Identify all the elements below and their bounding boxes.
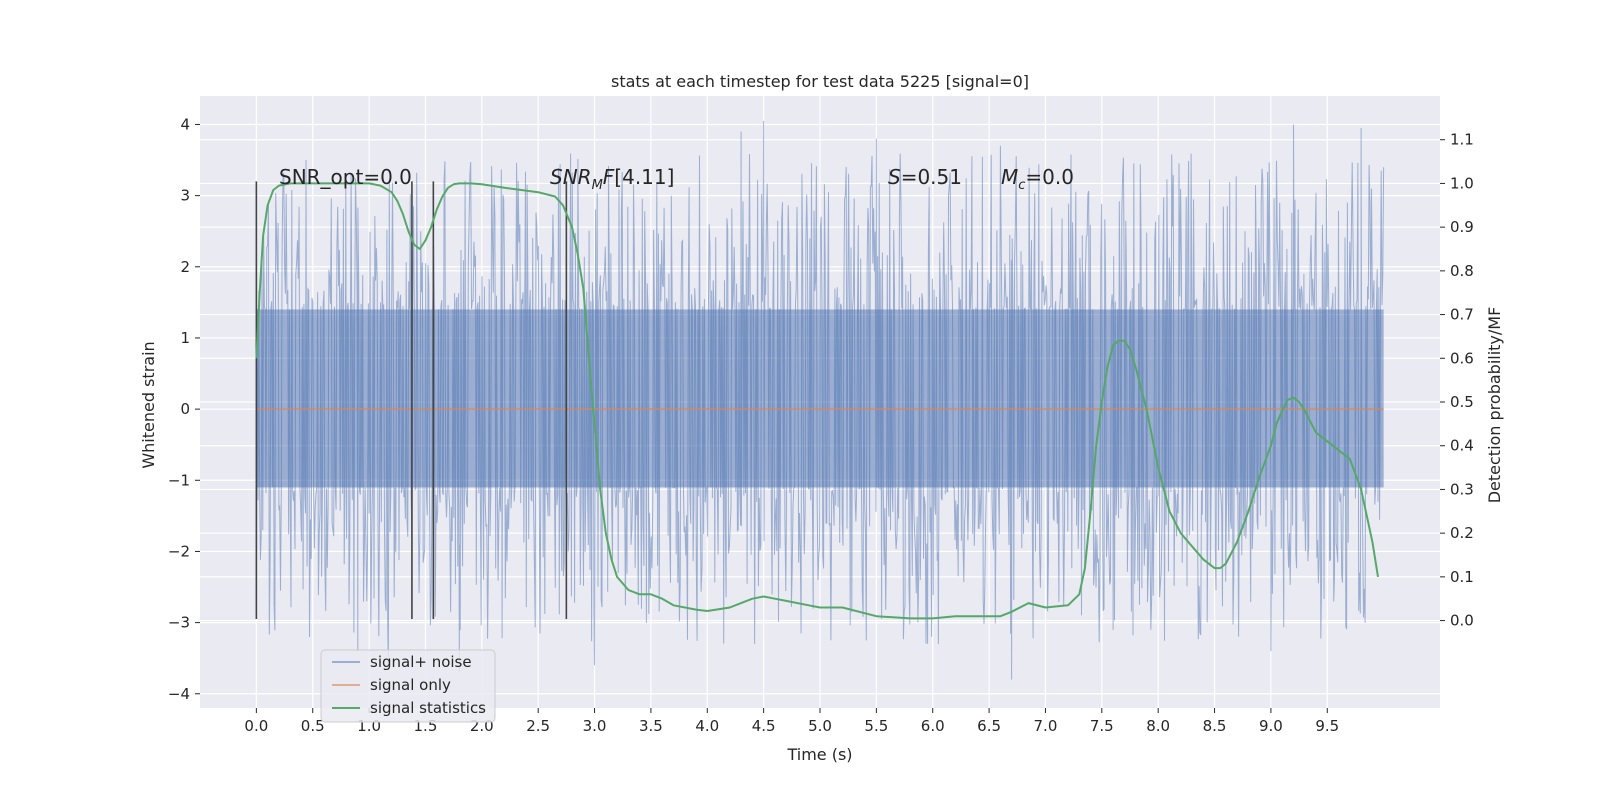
x-tick-label: 2.5 [526, 717, 550, 735]
x-tick-label: 3.5 [639, 717, 663, 735]
legend: signal+ noise signal only signal statist… [320, 649, 496, 723]
y2-tick-label: 0.1 [1450, 568, 1474, 586]
signal-noise-series [255, 120, 1385, 680]
x-tick-label: 3.0 [583, 717, 607, 735]
annotation-s: S=0.51 [888, 165, 962, 189]
y-tick-label: 2 [180, 258, 190, 276]
x-tick-label: 4.0 [695, 717, 719, 735]
y2-axis-label: Detection probability/MF [1485, 307, 1504, 504]
x-axis-label: Time (s) [786, 745, 852, 764]
annotation-mc-value: =0.0 [1025, 165, 1074, 189]
legend-box [320, 649, 496, 723]
annotation-snr-mf: SNRMF[4.11] [550, 165, 674, 193]
x-tick-label: 5.5 [864, 717, 888, 735]
annotation-s-value: =0.51 [901, 165, 962, 189]
y2-tick-label: 0.8 [1450, 262, 1474, 280]
y2-tick-label: 0.0 [1450, 612, 1474, 630]
legend-label-signal-only: signal only [370, 676, 451, 694]
chart-title: stats at each timestep for test data 522… [611, 72, 1029, 91]
y-tick-label: 3 [180, 187, 190, 205]
annotation-snr-opt: SNR_opt=0.0 [279, 165, 412, 189]
x-tick-label: 6.5 [977, 717, 1001, 735]
y-tick-label: 4 [180, 115, 190, 133]
x-tick-label: 8.5 [1203, 717, 1227, 735]
y-tick-label: −2 [168, 542, 190, 560]
x-tick-label: 5.0 [808, 717, 832, 735]
y2-tick-label: 0.9 [1450, 218, 1474, 236]
y2-tick-label: 0.2 [1450, 524, 1474, 542]
y2-tick-label: 1.0 [1450, 174, 1474, 192]
annotation-mc: Mc=0.0 [1001, 165, 1074, 193]
x-tick-label: 0.0 [244, 717, 268, 735]
legend-label-statistics: signal statistics [370, 699, 486, 717]
x-tick-label: 7.0 [1034, 717, 1058, 735]
axes-ticks: 0.0 0.5 1.0 1.5 2.0 2.5 3.0 3.5 4.0 4.5 5.0 5.5 6.0 6… [168, 115, 1474, 735]
noise-line [255, 120, 1385, 680]
y2-tick-label: 0.3 [1450, 480, 1474, 498]
y-axis-label: Whitened strain [139, 341, 158, 468]
y2-tick-label: 1.1 [1450, 131, 1474, 149]
x-tick-label: 0.5 [301, 717, 325, 735]
y-tick-label: −4 [168, 685, 190, 703]
annotation-snr-mf-value: [4.11] [614, 165, 674, 189]
y2-tick-label: 0.7 [1450, 306, 1474, 324]
x-tick-label: 9.0 [1259, 717, 1283, 735]
y2-tick-label: 0.4 [1450, 437, 1474, 455]
x-tick-label: 4.5 [752, 717, 776, 735]
x-tick-label: 7.5 [1090, 717, 1114, 735]
x-tick-label: 9.5 [1315, 717, 1339, 735]
y-tick-label: 0 [180, 400, 190, 418]
y2-tick-label: 0.5 [1450, 393, 1474, 411]
signal-statistics-series [255, 182, 1379, 620]
y-tick-label: −1 [168, 471, 190, 489]
y2-tick-label: 0.6 [1450, 349, 1474, 367]
legend-label-noise: signal+ noise [370, 653, 472, 671]
y-tick-label: −3 [168, 614, 190, 632]
noise-core-band [256, 309, 1384, 488]
y-tick-label: 1 [180, 329, 190, 347]
signal-statistics-line [255, 182, 1379, 620]
x-tick-label: 8.0 [1146, 717, 1170, 735]
x-tick-label: 6.0 [921, 717, 945, 735]
time-markers [255, 181, 568, 620]
